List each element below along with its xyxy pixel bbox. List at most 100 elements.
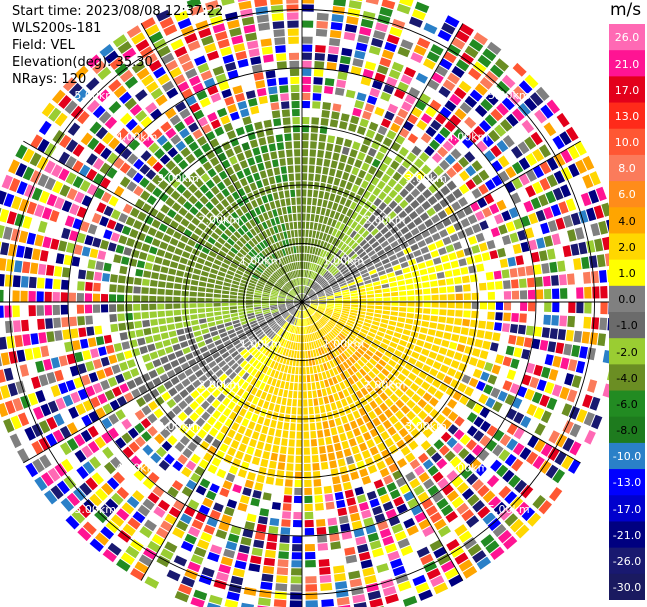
velocity-gate bbox=[410, 199, 420, 209]
velocity-gate bbox=[492, 523, 507, 538]
velocity-gate bbox=[405, 422, 415, 432]
velocity-gate bbox=[362, 567, 375, 577]
velocity-gate bbox=[429, 322, 438, 329]
velocity-gate bbox=[74, 351, 84, 363]
velocity-gate bbox=[528, 239, 538, 251]
velocity-gate bbox=[434, 133, 446, 145]
velocity-gate bbox=[495, 281, 503, 290]
velocity-gate bbox=[267, 280, 274, 286]
velocity-gate bbox=[363, 258, 372, 265]
velocity-gate bbox=[431, 344, 440, 353]
velocity-gate bbox=[509, 324, 518, 334]
velocity-gate bbox=[177, 411, 188, 422]
velocity-gate bbox=[126, 181, 138, 192]
velocity-gate bbox=[149, 388, 160, 399]
velocity-gate bbox=[149, 287, 157, 295]
velocity-gate bbox=[133, 220, 143, 230]
velocity-gate bbox=[68, 292, 76, 302]
velocity-gate bbox=[467, 494, 480, 507]
velocity-gate bbox=[41, 207, 53, 220]
velocity-gate bbox=[305, 270, 309, 278]
velocity-gate bbox=[265, 237, 272, 246]
velocity-gate bbox=[51, 164, 63, 178]
velocity-gate bbox=[229, 302, 237, 306]
velocity-gate bbox=[341, 47, 353, 57]
velocity-gate bbox=[209, 427, 219, 437]
velocity-gate bbox=[66, 353, 76, 365]
velocity-gate bbox=[359, 331, 367, 338]
velocity-gate bbox=[206, 50, 220, 61]
velocity-gate bbox=[4, 274, 13, 287]
velocity-gate bbox=[584, 286, 592, 299]
velocity-gate bbox=[147, 426, 158, 437]
velocity-gate bbox=[342, 481, 352, 491]
velocity-gate bbox=[286, 398, 292, 406]
velocity-gate bbox=[104, 389, 115, 401]
velocity-gate bbox=[46, 264, 55, 276]
velocity-gate bbox=[504, 394, 516, 406]
velocity-gate bbox=[209, 544, 223, 555]
velocity-gate bbox=[416, 182, 427, 193]
velocity-gate bbox=[387, 325, 396, 331]
velocity-gate bbox=[172, 527, 185, 539]
velocity-gate bbox=[569, 441, 582, 456]
velocity-gate bbox=[521, 374, 532, 386]
velocity-gate bbox=[390, 0, 397, 2]
velocity-gate bbox=[367, 224, 375, 233]
velocity-gate bbox=[249, 219, 257, 227]
velocity-gate bbox=[198, 27, 212, 39]
velocity-gate bbox=[196, 257, 205, 265]
velocity-gate bbox=[86, 270, 95, 280]
velocity-gate bbox=[317, 277, 324, 284]
velocity-gate bbox=[274, 335, 280, 343]
velocity-gate bbox=[269, 201, 276, 210]
velocity-gate bbox=[530, 472, 543, 487]
velocity-gate bbox=[507, 91, 521, 105]
velocity-gate bbox=[215, 319, 224, 325]
velocity-gate bbox=[361, 230, 370, 238]
colorbar-segment bbox=[609, 547, 645, 575]
velocity-gate bbox=[333, 312, 341, 316]
velocity-gate bbox=[168, 268, 177, 275]
velocity-gate bbox=[185, 352, 194, 361]
velocity-gate bbox=[464, 192, 475, 203]
velocity-gate bbox=[450, 545, 465, 558]
velocity-gate bbox=[169, 261, 179, 269]
velocity-gate bbox=[224, 321, 233, 327]
velocity-gate bbox=[185, 384, 195, 394]
velocity-gate bbox=[74, 127, 87, 141]
velocity-gate bbox=[298, 310, 301, 318]
velocity-gate bbox=[113, 185, 125, 197]
velocity-gate bbox=[295, 455, 302, 463]
velocity-gate bbox=[362, 68, 374, 79]
velocity-gate bbox=[254, 292, 262, 296]
velocity-gate bbox=[114, 222, 124, 233]
velocity-gate bbox=[197, 429, 207, 439]
velocity-gate bbox=[487, 517, 502, 531]
velocity-gate bbox=[322, 166, 329, 175]
velocity-gate bbox=[183, 165, 194, 176]
velocity-gate bbox=[166, 282, 174, 289]
velocity-gate bbox=[324, 287, 332, 292]
velocity-gate bbox=[265, 228, 272, 237]
velocity-gate bbox=[341, 398, 348, 407]
velocity-gate bbox=[279, 278, 285, 285]
velocity-gate bbox=[334, 211, 341, 220]
velocity-gate bbox=[479, 350, 489, 360]
velocity-gate bbox=[14, 335, 23, 348]
velocity-gate bbox=[195, 166, 206, 177]
velocity-gate bbox=[229, 111, 240, 121]
velocity-gate bbox=[187, 40, 201, 52]
velocity-gate bbox=[444, 270, 453, 278]
velocity-gate bbox=[286, 314, 292, 321]
velocity-gate bbox=[406, 284, 414, 290]
velocity-gate bbox=[374, 106, 385, 117]
velocity-gate bbox=[238, 443, 247, 453]
velocity-gate bbox=[351, 445, 360, 455]
velocity-gate bbox=[331, 237, 338, 245]
velocity-gate bbox=[169, 237, 179, 246]
velocity-gate bbox=[470, 145, 482, 158]
velocity-gate bbox=[410, 227, 420, 236]
velocity-gate bbox=[524, 388, 535, 401]
velocity-gate bbox=[227, 184, 236, 194]
